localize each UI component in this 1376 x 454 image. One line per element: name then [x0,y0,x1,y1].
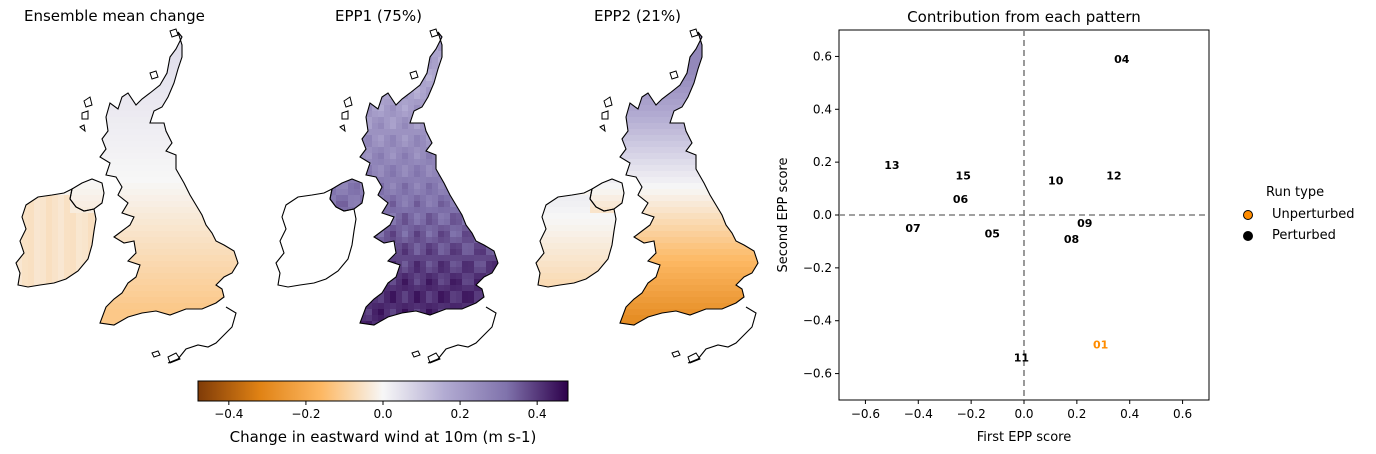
colorbar-tick-label: 0.4 [528,407,547,421]
legend-marker-unperturbed [1243,209,1253,220]
island-outline [339,124,346,133]
x-tick-label: 0.6 [1173,407,1192,421]
map-epp1 [275,28,499,364]
y-tick-label: −0.6 [803,367,832,381]
y-axis-label: Second EPP score [776,158,791,273]
france-coastline [167,306,237,364]
legend-title: Run type [1266,185,1325,200]
point-label-05: 05 [985,228,1000,241]
island-outline [411,350,421,358]
point-label-09: 09 [1077,217,1092,230]
x-tick-label: 0.0 [1014,407,1033,421]
y-tick-label: 0.6 [813,49,832,63]
x-axis-label: First EPP score [977,430,1071,445]
chart-title: Contribution from each pattern [907,8,1141,26]
colorbar-label: Change in eastward wind at 10m (m s-1) [229,428,537,446]
colorbar-tick-label: 0.0 [373,407,392,421]
island-outline [81,110,89,120]
point-label-04: 04 [1114,53,1130,66]
island-outline [429,28,439,38]
point-label-13: 13 [884,159,899,172]
legend-marker-perturbed [1243,230,1253,241]
island-outline [601,110,609,120]
point-label-08: 08 [1064,233,1079,246]
map-field [330,32,498,325]
island-outline [669,70,679,80]
x-tick-label: 0.4 [1120,407,1139,421]
island-outline [149,70,159,80]
y-tick-label: 0.4 [813,102,832,116]
island-outline [409,70,419,80]
island-outline [599,124,606,133]
map-title-mean: Ensemble mean change [24,7,205,25]
point-label-15: 15 [956,169,971,182]
y-tick-label: 0.0 [813,208,832,222]
colorbar-tick-label: 0.2 [451,407,470,421]
island-outline [343,96,353,108]
colorbar-tick-label: −0.4 [214,407,243,421]
point-label-07: 07 [905,222,920,235]
great-britain-coastline [99,31,239,326]
point-label-12: 12 [1106,169,1121,182]
ireland-coastline [15,188,97,288]
island-outline [603,96,613,108]
x-tick-label: −0.2 [957,407,986,421]
x-tick-label: 0.2 [1067,407,1086,421]
great-britain-coastline [619,31,759,326]
island-outline [671,350,681,358]
ireland-coastline [275,188,357,288]
island-outline [689,28,699,38]
map-field [16,32,238,325]
map-title-epp2: EPP2 (21%) [594,7,681,25]
ireland-coastline [535,188,617,288]
colorbar-gradient [197,380,569,402]
point-label-11: 11 [1014,352,1029,365]
island-outline [427,352,441,364]
island-outline [151,350,161,358]
map-epp2 [535,28,759,364]
x-tick-label: −0.6 [851,407,880,421]
x-tick-label: −0.4 [904,407,933,421]
map-ensemble-mean [15,28,239,364]
island-outline [169,28,179,38]
island-outline [83,96,93,108]
great-britain-coastline [359,31,499,326]
y-tick-label: −0.2 [803,261,832,275]
point-label-01: 01 [1093,339,1108,352]
legend-item-unperturbed: Unperturbed [1243,207,1355,222]
legend-label-perturbed: Perturbed [1272,228,1336,243]
y-tick-label: 0.2 [813,155,832,169]
y-tick-label: −0.4 [803,314,832,328]
island-outline [167,352,181,364]
island-outline [79,124,86,133]
island-outline [341,110,349,120]
map-field [536,32,758,325]
point-label-10: 10 [1048,175,1064,188]
map-title-epp1: EPP1 (75%) [335,7,422,25]
legend-label-unperturbed: Unperturbed [1272,207,1355,222]
colorbar-tick-label: −0.2 [291,407,320,421]
point-label-06: 06 [953,193,969,206]
colorbar: −0.4 −0.2 0.0 0.2 0.4 [197,380,569,421]
france-coastline [427,306,497,364]
france-coastline [687,306,757,364]
island-outline [687,352,701,364]
legend-item-perturbed: Perturbed [1243,228,1336,243]
scatter-chart: Contribution from each pattern −0.6 −0.6 −0… [776,8,1210,445]
